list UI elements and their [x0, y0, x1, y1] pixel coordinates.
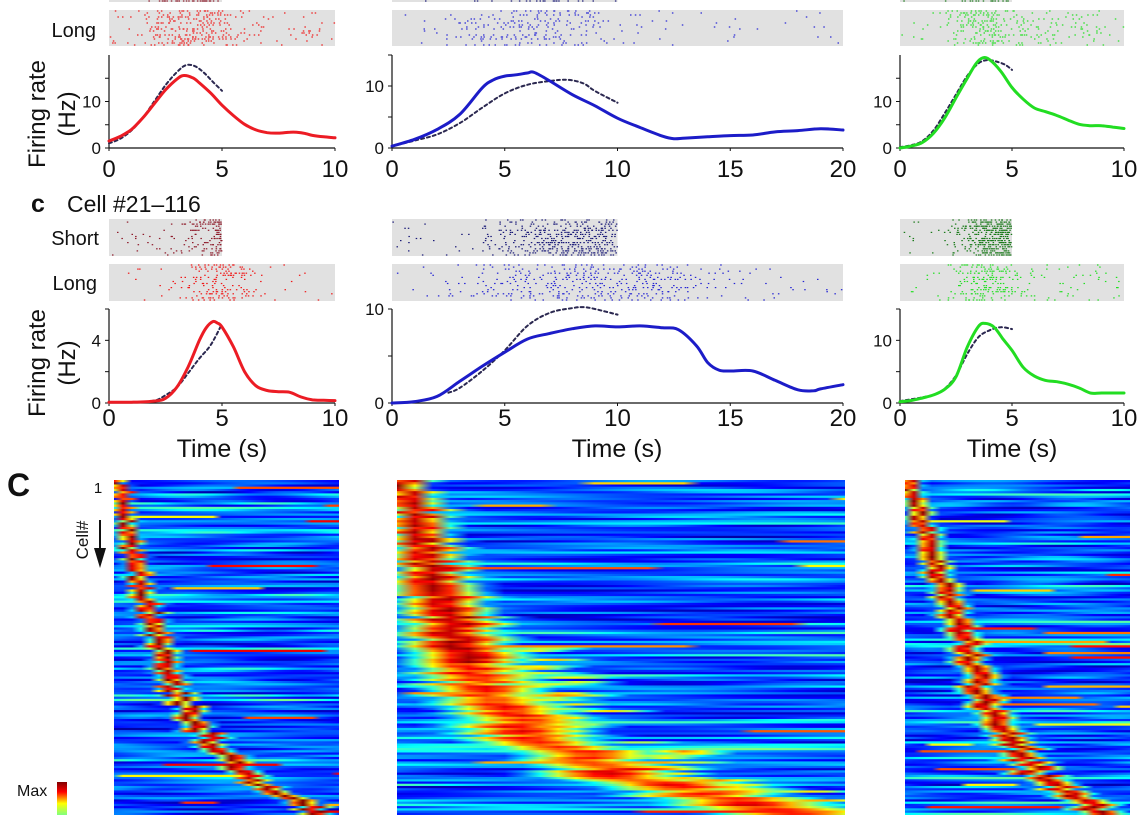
figure: Long Firing rate (Hz) c Cell #21–116 Sho…: [7, 0, 1138, 815]
